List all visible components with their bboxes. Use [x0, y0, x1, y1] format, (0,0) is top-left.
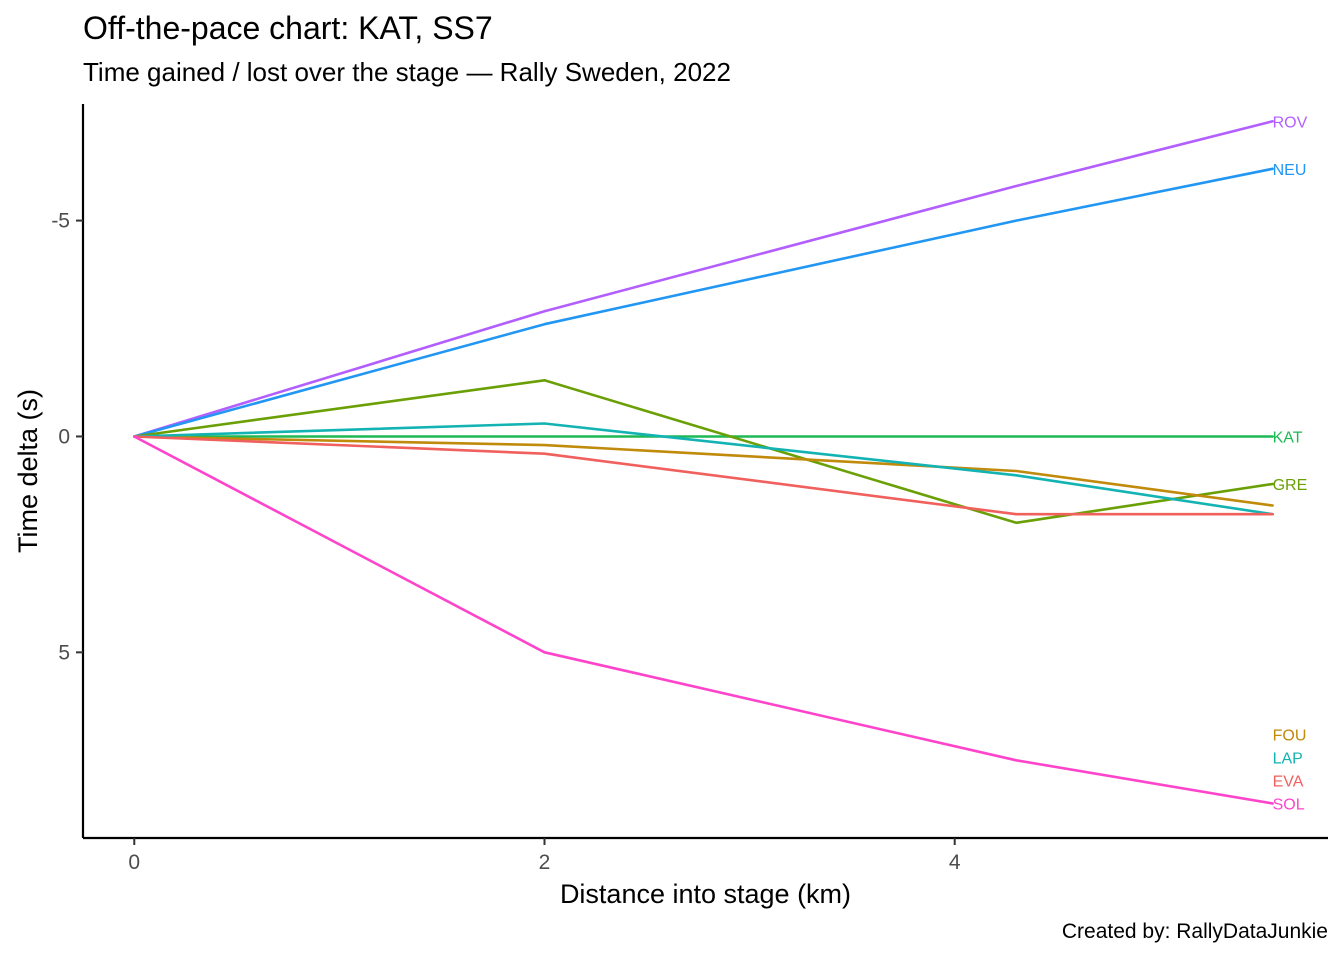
- x-tick-label: 4: [949, 851, 961, 874]
- y-tick-label: 0: [58, 425, 70, 448]
- caption: Created by: RallyDataJunkie: [1061, 920, 1328, 943]
- series-line-rov: [133, 120, 1274, 438]
- series-line-eva: [133, 435, 1274, 516]
- series-label-fou: FOU: [1273, 727, 1307, 744]
- series-line-sol: [133, 435, 1274, 805]
- series-line-fou: [133, 435, 1274, 507]
- series-label-rov: ROV: [1273, 114, 1308, 131]
- series-label-sol: SOL: [1273, 796, 1305, 813]
- y-axis-ticks: -5 0 5: [51, 210, 83, 664]
- series-line-gre: [133, 378, 1274, 525]
- series-label-lap: LAP: [1273, 750, 1303, 767]
- series-lines: [133, 120, 1274, 805]
- series-label-gre: GRE: [1273, 477, 1308, 494]
- series-end-labels: ROV NEU KAT GRE FOU LAP EVA SOL: [1273, 114, 1308, 813]
- y-tick-label: 5: [58, 641, 70, 664]
- series-line-lap: [133, 422, 1274, 516]
- x-axis-ticks: 0 2 4: [128, 838, 961, 874]
- chart-subtitle: Time gained / lost over the stage — Rall…: [83, 57, 731, 87]
- series-label-neu: NEU: [1273, 162, 1307, 179]
- x-tick-label: 2: [539, 851, 551, 874]
- series-label-eva: EVA: [1273, 773, 1304, 790]
- x-axis-title: Distance into stage (km): [560, 879, 851, 909]
- series-line-neu: [133, 167, 1274, 438]
- series-label-kat: KAT: [1273, 429, 1303, 446]
- y-axis-title: Time delta (s): [13, 389, 43, 553]
- x-tick-label: 0: [128, 851, 140, 874]
- y-tick-label: -5: [51, 210, 70, 233]
- chart-title: Off-the-pace chart: KAT, SS7: [83, 10, 493, 46]
